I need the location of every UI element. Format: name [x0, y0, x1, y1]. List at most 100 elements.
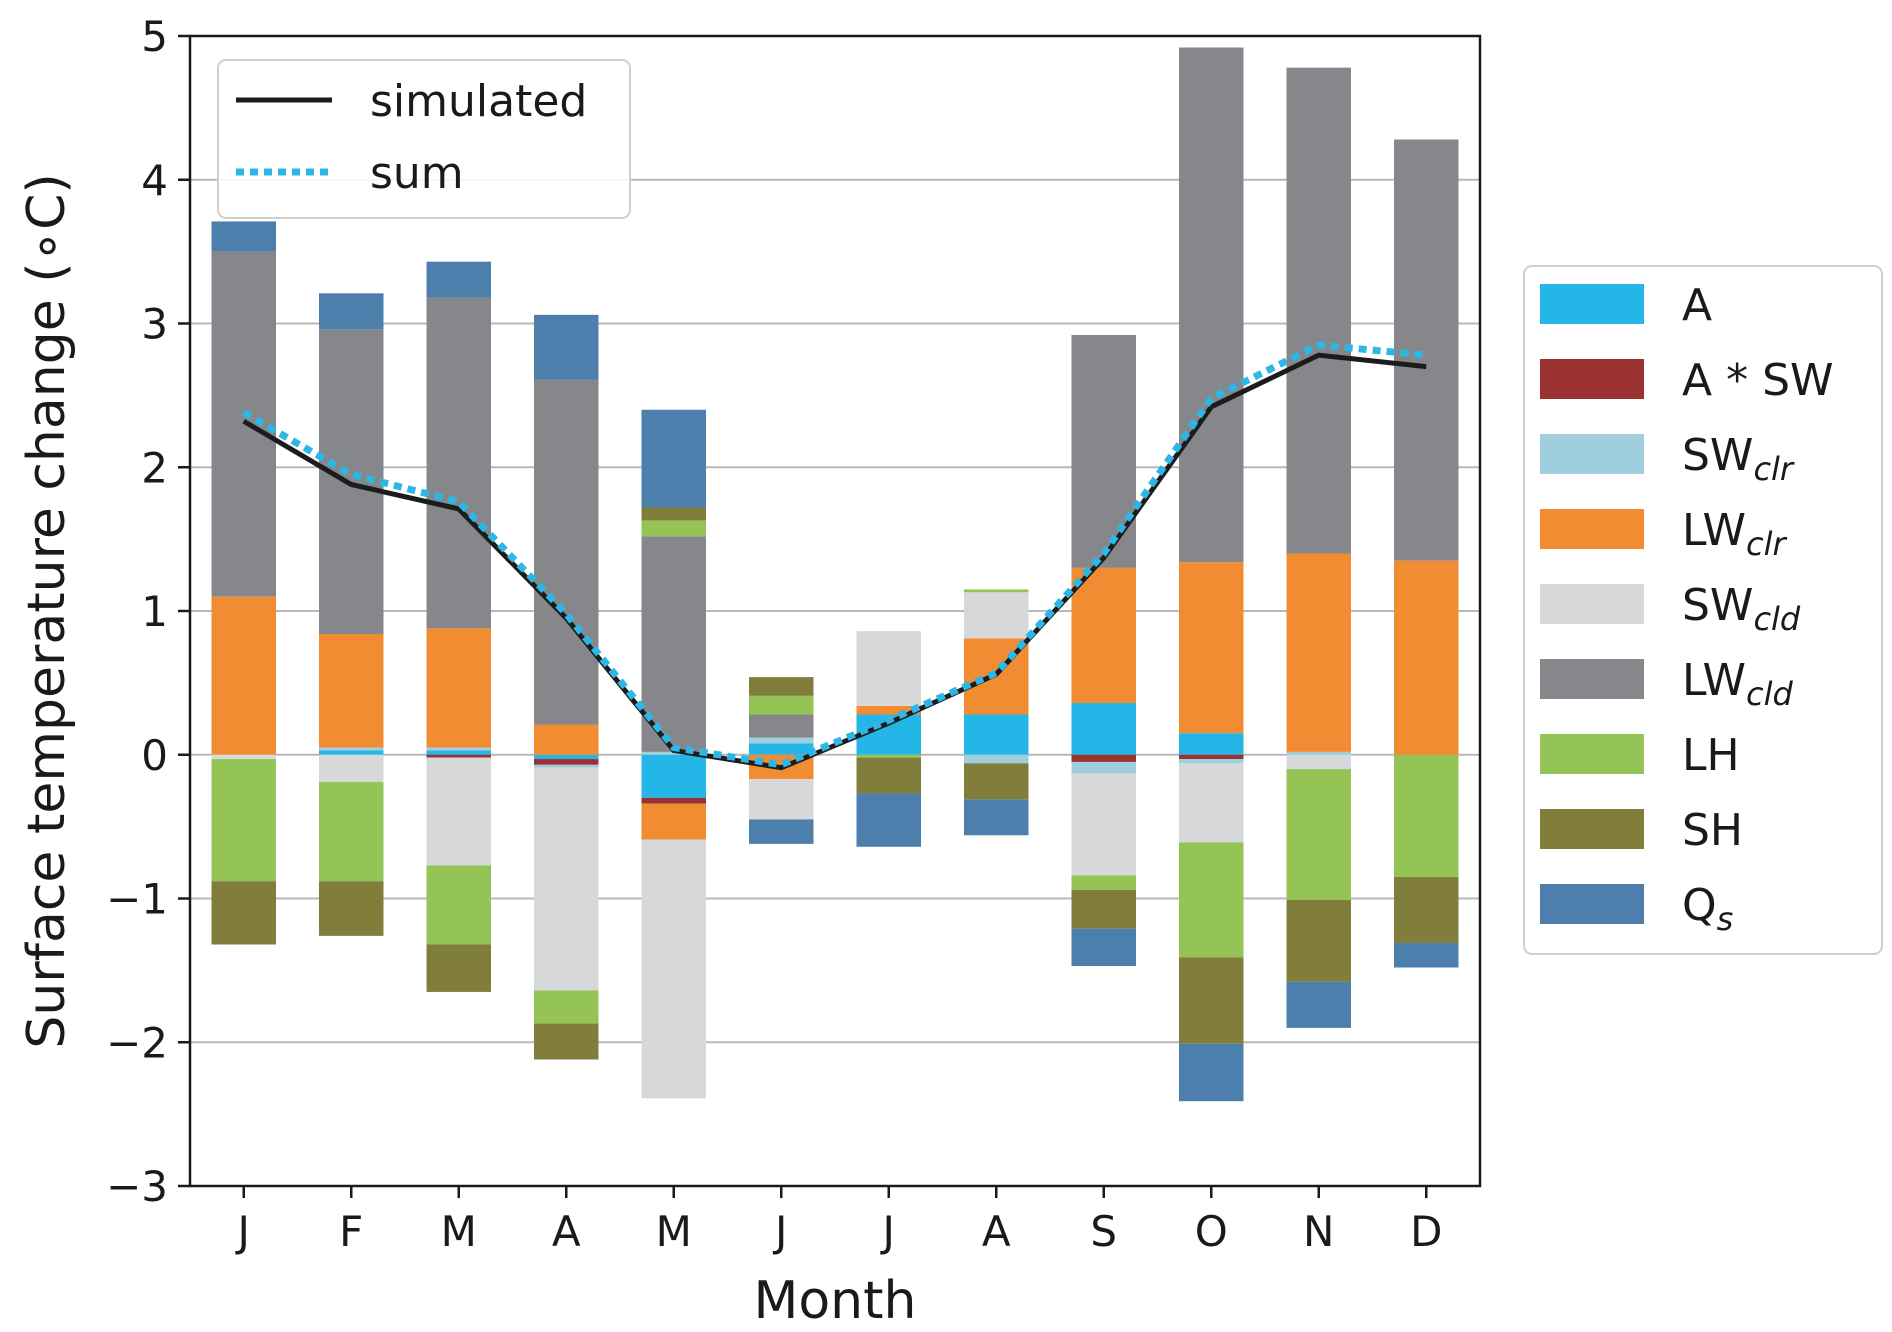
bar-segment-lw-cld	[534, 379, 599, 725]
bar-segment-a-sw	[426, 754, 491, 758]
x-tick-label: M	[656, 1207, 692, 1256]
bar-segment-a-sw	[1071, 754, 1136, 762]
bar-segment-a-sw	[534, 759, 599, 765]
x-tick-label: S	[1090, 1207, 1117, 1256]
bar-segment-a	[1179, 733, 1244, 755]
line-simulated	[242, 352, 1427, 771]
bar-segment-sw-clr	[749, 737, 814, 744]
bar-segment-lw-clr	[1286, 553, 1351, 752]
bar-segment-sw-cld	[211, 754, 276, 760]
bar-segment-lh	[856, 754, 921, 758]
bar-segment-sw-cld	[641, 839, 706, 1099]
bar-segment-sw-cld	[1071, 773, 1136, 876]
bar-segment-sw-cld	[319, 754, 384, 783]
bar-segment-sw-clr	[1071, 761, 1136, 774]
bar-segment-lw-clr	[211, 596, 276, 755]
bar-segment-q-s	[211, 221, 276, 252]
bar-segment-sh	[1071, 889, 1136, 929]
bar-segment-q-s	[426, 261, 491, 298]
legend-swatch	[1540, 284, 1644, 324]
bar-segment-sw-clr	[319, 747, 384, 751]
bar-segment-sw-cld	[426, 757, 491, 866]
x-tick-label: F	[339, 1207, 363, 1256]
bar-segment-lw-cld	[749, 714, 814, 738]
x-tick-label: J	[772, 1207, 787, 1256]
bar-segment-sh	[319, 881, 384, 936]
bar-segment-sw-cld	[964, 592, 1029, 639]
y-tick-label: 4	[141, 156, 168, 205]
bar-segment-sw-cld	[1286, 754, 1351, 770]
bar-segment-a	[964, 714, 1029, 755]
legend-label: LH	[1682, 730, 1740, 781]
legend-label: SWclr	[1682, 430, 1795, 488]
y-tick-label: −1	[106, 875, 168, 924]
bar-segment-sw-clr	[534, 764, 599, 768]
bar-segment-sw-clr	[964, 754, 1029, 764]
bar-segment-lw-clr	[1394, 560, 1459, 755]
legend-label: Qs	[1682, 880, 1733, 938]
bar-segment-sh	[641, 507, 706, 521]
bar-segment-lw-clr	[1071, 567, 1136, 703]
legend-swatch	[1540, 734, 1644, 774]
y-tick-label: 3	[141, 300, 168, 349]
legend-swatch	[1540, 884, 1644, 924]
bar-segment-a	[1071, 703, 1136, 755]
x-axis-title: Month	[754, 1271, 917, 1331]
lines	[242, 341, 1427, 771]
bar-segment-sw-clr	[1286, 751, 1351, 755]
bar-segment-lw-cld	[1179, 47, 1244, 563]
bars	[211, 47, 1459, 1102]
legend-label: LWclr	[1682, 505, 1787, 563]
legend-swatch	[1540, 434, 1644, 474]
bar-segment-a-sw	[641, 797, 706, 804]
legend-swatch	[1540, 584, 1644, 624]
bar-segment-q-s	[1071, 928, 1136, 967]
bar-segment-a	[319, 750, 384, 755]
bar-segment-sh	[211, 881, 276, 945]
bar-segment-sh	[426, 944, 491, 992]
bar-segment-lw-cld	[426, 297, 491, 629]
bar-segment-sw-cld	[749, 779, 814, 820]
bar-segment-lw-clr	[426, 628, 491, 748]
x-tick-label: O	[1195, 1207, 1228, 1256]
bar-segment-lh	[964, 589, 1029, 593]
bar-segment-sw-cld	[856, 631, 921, 706]
bar-segment-lw-clr	[1179, 562, 1244, 734]
bar-segment-lh	[1071, 875, 1136, 890]
bar-segment-lh	[534, 990, 599, 1024]
x-tick-label: N	[1303, 1207, 1334, 1256]
legend-swatch	[1540, 809, 1644, 849]
bar-segment-q-s	[319, 293, 384, 330]
y-tick-label: −2	[106, 1018, 168, 1067]
bar-segment-lh	[319, 782, 384, 882]
legend-label: SWcld	[1682, 580, 1801, 638]
bar-segment-q-s	[534, 314, 599, 380]
y-tick-label: −3	[106, 1162, 168, 1211]
legend-label: A	[1682, 280, 1712, 331]
bar-segment-sh	[749, 677, 814, 696]
bar-segment-a	[426, 750, 491, 755]
legend-label: LWcld	[1682, 655, 1793, 713]
bar-segment-q-s	[1179, 1043, 1244, 1102]
bar-segment-a-sw	[1179, 754, 1244, 760]
legend-label-simulated: simulated	[370, 76, 587, 127]
bar-segment-lw-cld	[1071, 335, 1136, 568]
bar-segment-lw-clr	[641, 803, 706, 840]
x-tick-label: J	[235, 1207, 250, 1256]
bar-segment-lh	[211, 759, 276, 882]
bar-segment-lw-clr	[534, 724, 599, 755]
line-sum	[242, 341, 1427, 769]
bar-segment-sw-clr	[1179, 759, 1244, 764]
bar-segment-lw-clr	[856, 705, 921, 715]
y-tick-label: 5	[141, 12, 168, 61]
legend-bars: A A * SW SWclr LWclr SWcld LWcld LH SH Qs	[1523, 265, 1883, 955]
bar-segment-lh	[641, 520, 706, 537]
bar-segment-q-s	[964, 799, 1029, 836]
bar-segment-sw-cld	[1179, 763, 1244, 843]
bar-segment-q-s	[641, 409, 706, 508]
bar-segment-sh	[1394, 876, 1459, 944]
bar-segment-sh	[1179, 957, 1244, 1044]
legend-swatch	[1540, 509, 1644, 549]
